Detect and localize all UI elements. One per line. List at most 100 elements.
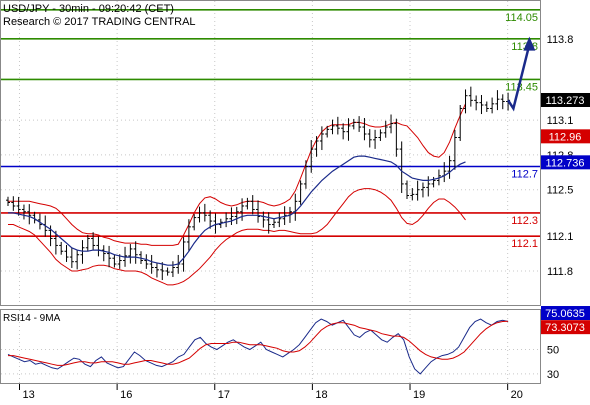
price-tick-label: 113.1 — [547, 115, 574, 127]
candle — [69, 247, 74, 268]
candle — [16, 196, 21, 216]
candle — [394, 118, 399, 157]
projection-arrow — [507, 36, 536, 112]
candle — [21, 204, 26, 220]
bollinger-lower — [8, 188, 466, 286]
candle — [452, 129, 457, 170]
candle — [208, 210, 213, 229]
rsi-tick-label: 50 — [547, 345, 559, 357]
candle — [410, 188, 415, 201]
candle — [240, 198, 245, 221]
candle — [479, 95, 484, 115]
level-label: 114.05 — [505, 12, 538, 24]
candle — [11, 196, 16, 211]
candle — [362, 117, 367, 141]
x-tick-label: 18 — [315, 389, 327, 400]
candle — [463, 89, 468, 114]
candle — [383, 120, 388, 138]
candle — [234, 206, 239, 225]
candle — [91, 232, 96, 251]
candle — [101, 245, 106, 262]
candle — [250, 195, 255, 215]
candle — [245, 197, 250, 210]
rsi-value-tag-label: 73.3073 — [545, 322, 585, 334]
candle — [373, 129, 378, 149]
candle — [192, 214, 197, 231]
candle — [272, 218, 276, 229]
candle — [314, 136, 319, 157]
level-label: 112.3 — [511, 215, 538, 227]
candle — [107, 245, 112, 268]
bollinger-upper — [8, 103, 466, 246]
rsi-tick-label: 30 — [547, 369, 559, 381]
price-tag-label: 113.273 — [546, 95, 585, 107]
candle — [309, 140, 314, 173]
rsi-line-rsi14 — [7, 318, 509, 375]
candle — [341, 123, 346, 140]
candle — [389, 114, 394, 134]
candle — [59, 241, 64, 255]
bollinger-bands — [8, 103, 466, 286]
candle — [128, 244, 133, 264]
candle — [495, 90, 500, 111]
candle — [282, 206, 287, 226]
candle — [458, 104, 463, 141]
level-label: 112.1 — [511, 238, 538, 250]
candle — [149, 254, 154, 274]
candle — [436, 169, 441, 186]
candle — [474, 95, 479, 111]
grid-layer — [1, 1, 540, 383]
price-panel — [0, 0, 541, 306]
candle — [197, 206, 202, 223]
projection-line — [507, 44, 531, 112]
rsi-line-9ma — [8, 320, 509, 366]
rsi-value-tag — [541, 306, 590, 321]
candle — [154, 262, 159, 278]
candle — [186, 219, 191, 252]
level-label: 113.45 — [505, 81, 538, 93]
moving-average — [8, 155, 466, 266]
level-label: 113.8 — [511, 41, 538, 53]
candle — [80, 240, 85, 264]
candle — [490, 97, 495, 114]
candle — [202, 203, 207, 222]
candle — [468, 86, 473, 107]
candle — [420, 182, 425, 198]
candle — [53, 230, 58, 255]
x-tick-label: 16 — [120, 389, 132, 400]
rsi-value-tag-label: 75.0635 — [545, 308, 585, 320]
level-label: 112.7 — [511, 169, 538, 181]
candle — [64, 244, 69, 262]
candle — [303, 160, 308, 189]
candle — [330, 119, 335, 135]
candle — [277, 212, 282, 228]
candle — [325, 125, 330, 138]
candle — [112, 254, 117, 268]
candle — [160, 262, 165, 281]
price-tag — [541, 129, 590, 144]
candle — [144, 254, 149, 269]
candle — [75, 249, 80, 270]
projection-arrowhead — [523, 36, 536, 51]
candle — [447, 155, 452, 179]
price-tag-label: 112.736 — [546, 157, 585, 169]
candle — [229, 207, 234, 226]
candle — [500, 94, 505, 110]
candle — [117, 254, 122, 269]
price-tick-label: 112.1 — [547, 231, 574, 243]
candle — [6, 196, 10, 206]
candle — [378, 129, 383, 141]
rsi-value-tag — [541, 320, 590, 335]
candle — [298, 180, 303, 205]
price-tick-label: 113.8 — [547, 34, 574, 46]
chart-source: Research © 2017 TRADING CENTRAL — [3, 16, 196, 28]
price-tag — [541, 92, 590, 107]
x-tick-label: 19 — [413, 389, 425, 400]
candle — [266, 212, 271, 234]
x-tick-label: 13 — [22, 389, 34, 400]
rsi-title: RSI14 - 9MA — [3, 313, 61, 324]
candle — [405, 180, 409, 200]
candle — [319, 126, 324, 151]
